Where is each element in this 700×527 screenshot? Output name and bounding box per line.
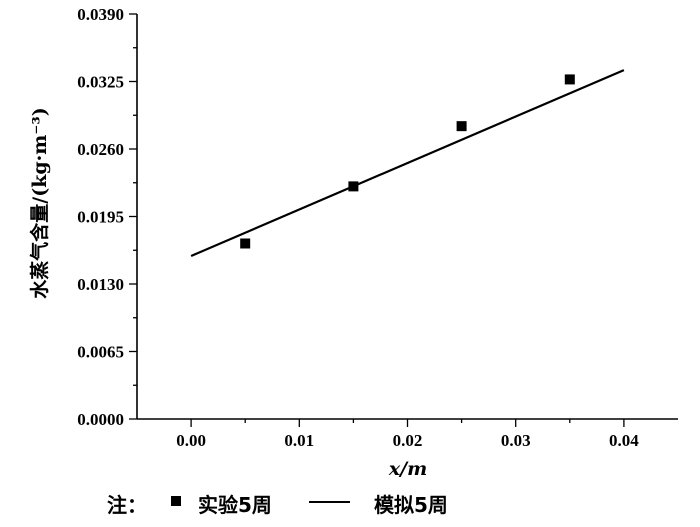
x-tick-labels: 0.00 0.01 0.02 0.03 0.04 [176,431,639,450]
x-tick-label: 0.01 [284,431,314,450]
y-tick-label: 0.0130 [77,275,124,294]
x-tick-label: 0.00 [176,431,206,450]
y-tick-label: 0.0260 [77,140,124,159]
experiment-point [564,74,575,85]
y-tick-label: 0.0000 [77,410,124,429]
simulation-line [190,69,625,257]
experiment-point [348,181,359,192]
legend-label-simulation: 模拟5周 [374,493,448,517]
x-tick-label: 0.03 [501,431,531,450]
y-tick-label: 0.0390 [77,5,124,24]
x-axis-title: x/m [388,458,427,480]
y-tick-label: 0.0065 [77,343,124,362]
legend: 注： 实验5周 模拟5周 [107,493,448,517]
y-tick-label: 0.0325 [77,73,124,92]
ticks [129,13,625,427]
y-axis-title: 水蒸气含量/(kg·m⁻³) [28,107,51,298]
y-tick-label: 0.0195 [77,208,124,227]
axes [136,14,678,420]
x-tick-label: 0.04 [609,431,639,450]
legend-marker-experiment [171,496,181,506]
experiment-point [240,238,251,249]
y-tick-labels: 0.0000 0.0065 0.0130 0.0195 0.0260 0.0325 0.03… [77,5,124,429]
legend-prefix: 注： [107,493,147,517]
series-layer [190,69,625,257]
x-tick-label: 0.02 [393,431,423,450]
legend-label-experiment: 实验5周 [198,493,272,517]
experiment-point [456,121,467,132]
